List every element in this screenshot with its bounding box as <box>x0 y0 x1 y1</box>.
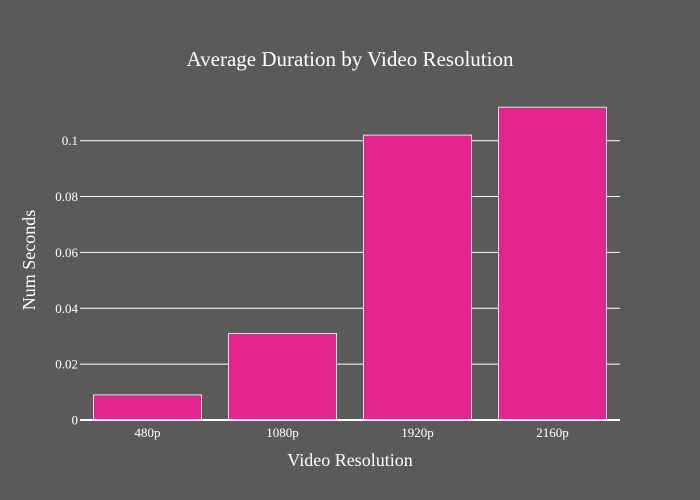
bars <box>93 106 607 421</box>
y-tick-label: 0.04 <box>55 301 78 316</box>
y-tick-label: 0.08 <box>55 189 78 204</box>
y-axis-title: Num Seconds <box>19 210 39 311</box>
bar-1080p <box>228 333 337 421</box>
x-tick-label: 1920p <box>401 425 434 440</box>
x-tick-label: 480p <box>135 425 161 440</box>
chart-title: Average Duration by Video Resolution <box>187 47 514 71</box>
y-tick-label: 0.06 <box>55 245 78 260</box>
bar-480p <box>93 394 202 421</box>
y-tick-label: 0.1 <box>62 133 78 148</box>
bar-2160p <box>498 106 607 421</box>
y-tick-label: 0 <box>72 413 79 428</box>
bar-1920p <box>363 134 472 421</box>
x-tick-label: 1080p <box>266 425 299 440</box>
x-tick-label: 2160p <box>536 425 569 440</box>
x-axis-ticks: 480p 1080p 1920p 2160p <box>135 425 569 440</box>
y-tick-label: 0.02 <box>55 357 78 372</box>
y-axis-ticks: 0 0.02 0.04 0.06 0.08 0.1 <box>55 133 78 427</box>
x-axis-title: Video Resolution <box>287 450 412 470</box>
